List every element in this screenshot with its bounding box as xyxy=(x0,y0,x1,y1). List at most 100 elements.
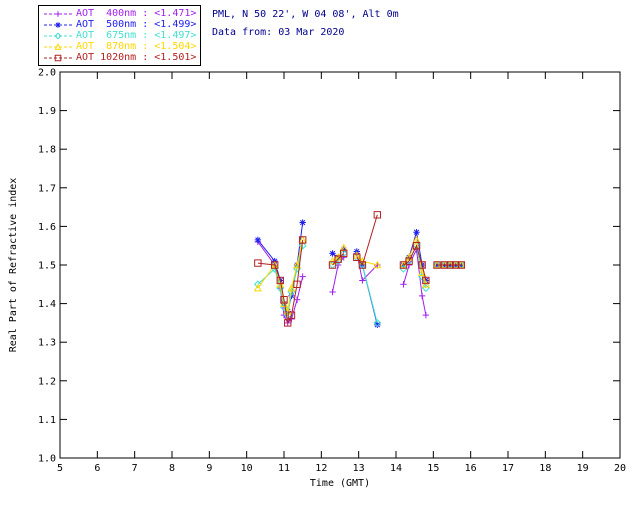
plot-header: PML, N 50 22', W 04 08', Alt 0m Data fro… xyxy=(212,6,399,42)
asterisk-marker xyxy=(254,236,262,244)
square-marker xyxy=(254,259,262,267)
y-tick-label: 1.5 xyxy=(38,261,56,272)
x-tick-label: 17 xyxy=(502,463,514,474)
y-tick-label: 1.4 xyxy=(38,299,56,310)
legend-item-label: AOT 500nm : <1.499> xyxy=(76,19,197,30)
x-tick-label: 10 xyxy=(241,463,253,474)
square-marker xyxy=(433,261,441,269)
y-tick-label: 1.8 xyxy=(38,145,56,156)
series-line-1020nm xyxy=(332,253,345,266)
series-line-1020nm xyxy=(356,214,378,267)
y-axis-label: Real Part of Refractive index xyxy=(8,178,19,353)
square-marker xyxy=(418,261,426,269)
triangle-marker xyxy=(293,260,302,269)
x-tick-label: 6 xyxy=(94,463,100,474)
plus-marker xyxy=(400,281,407,288)
legend-item-label: AOT 400nm : <1.471> xyxy=(76,8,197,19)
diamond-marker xyxy=(373,318,382,327)
square-marker xyxy=(328,261,337,269)
square-marker xyxy=(54,54,62,61)
square-marker xyxy=(405,257,413,265)
square-marker-icon xyxy=(43,53,73,63)
asterisk-marker-icon xyxy=(43,20,73,30)
series-line-1020nm xyxy=(257,239,304,325)
square-marker xyxy=(280,296,288,304)
x-tick-label: 11 xyxy=(278,463,290,474)
legend-item-label: AOT 675nm : <1.497> xyxy=(76,30,197,41)
square-marker xyxy=(334,255,342,263)
y-tick-label: 2.0 xyxy=(38,68,56,79)
asterisk-marker xyxy=(299,219,306,226)
series-line-1020nm xyxy=(403,244,427,281)
legend-item-label: AOT 1020nm : <1.501> xyxy=(76,52,197,63)
triangle-marker-icon xyxy=(43,42,73,52)
asterisk-marker xyxy=(55,21,61,28)
square-marker xyxy=(373,211,382,219)
square-marker xyxy=(293,280,301,288)
legend-sample-svg xyxy=(44,42,72,50)
diamond-marker xyxy=(298,241,307,250)
square-marker xyxy=(270,261,279,269)
square-marker xyxy=(412,242,421,250)
legend-item-500nm: AOT 500nm : <1.499> xyxy=(43,19,196,30)
legend-item-675nm: AOT 675nm : <1.497> xyxy=(43,30,196,41)
legend-box: AOT 400nm : <1.471> AOT 500nm : <1.499> … xyxy=(38,5,202,66)
data-date: Data from: 03 Mar 2020 xyxy=(212,27,345,38)
plus-marker xyxy=(418,292,426,300)
square-marker xyxy=(399,261,408,269)
square-marker xyxy=(284,319,292,327)
square-marker xyxy=(457,261,466,269)
plus-marker xyxy=(329,288,336,296)
legend-item-1020nm: AOT 1020nm : <1.501> xyxy=(43,52,196,63)
legend-item-870nm: AOT 870nm : <1.504> xyxy=(43,41,196,52)
x-tick-label: 20 xyxy=(614,463,626,474)
legend-sample-svg xyxy=(44,54,72,61)
triangle-marker xyxy=(373,260,382,269)
legend-item-label: AOT 870nm : <1.504> xyxy=(76,41,197,52)
plus-marker xyxy=(293,296,301,303)
x-tick-label: 5 xyxy=(57,463,63,474)
triangle-marker xyxy=(54,42,62,50)
square-marker xyxy=(276,276,284,285)
triangle-marker xyxy=(328,256,337,265)
y-tick-label: 1.2 xyxy=(38,376,56,387)
legend-sample-svg xyxy=(44,10,72,17)
legend-sample-svg xyxy=(44,31,72,40)
x-tick-label: 9 xyxy=(206,463,212,474)
square-marker xyxy=(422,276,430,285)
series-line-870nm xyxy=(356,255,378,266)
square-marker xyxy=(298,236,307,244)
plus-marker xyxy=(55,10,61,17)
x-tick-label: 19 xyxy=(577,463,589,474)
legend-sample-svg xyxy=(44,21,72,28)
legend-item-400nm: AOT 400nm : <1.471> xyxy=(43,8,196,19)
diamond-marker xyxy=(54,31,62,40)
asterisk-marker xyxy=(413,228,420,236)
y-tick-label: 1.6 xyxy=(38,222,56,233)
diamond-marker-icon xyxy=(43,31,73,41)
plus-marker xyxy=(359,277,366,284)
x-tick-label: 12 xyxy=(315,463,327,474)
plus-marker xyxy=(299,273,306,280)
x-tick-label: 8 xyxy=(169,463,175,474)
square-marker xyxy=(340,249,348,258)
square-marker xyxy=(287,311,296,319)
y-tick-label: 1.1 xyxy=(38,415,56,426)
x-tick-label: 7 xyxy=(132,463,138,474)
x-tick-label: 14 xyxy=(390,463,402,474)
x-tick-label: 15 xyxy=(427,463,439,474)
square-marker xyxy=(358,261,367,269)
x-tick-label: 18 xyxy=(539,463,551,474)
station-info: PML, N 50 22', W 04 08', Alt 0m xyxy=(212,9,399,20)
y-tick-label: 1.0 xyxy=(38,454,56,465)
square-marker xyxy=(353,253,361,261)
asterisk-marker xyxy=(433,261,441,269)
y-tick-label: 1.9 xyxy=(38,106,56,117)
asterisk-marker xyxy=(458,261,465,269)
plus-marker-icon xyxy=(43,9,73,19)
triangle-marker xyxy=(253,283,262,292)
x-tick-label: 13 xyxy=(353,463,365,474)
triangle-marker xyxy=(287,283,296,292)
x-tick-label: 16 xyxy=(465,463,477,474)
